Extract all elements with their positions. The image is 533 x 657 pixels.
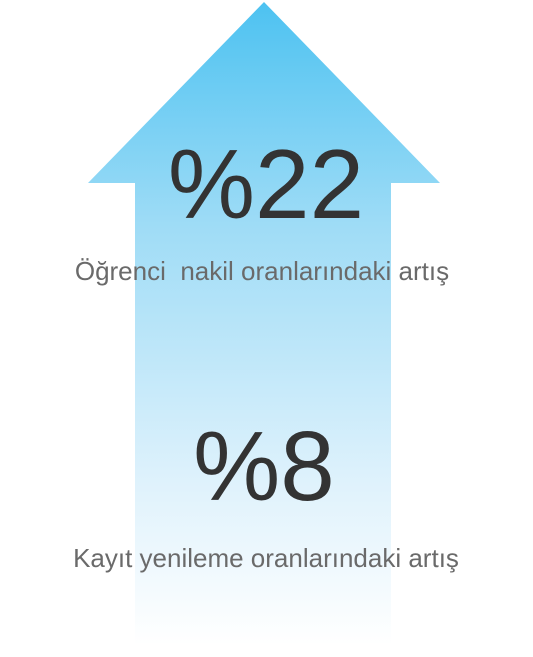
stat-figure: %22 bbox=[168, 129, 364, 239]
stat-caption: Kayıt yenileme oranlarındaki artış bbox=[73, 543, 459, 573]
stat-caption: Öğrenci nakil oranlarındaki artış bbox=[75, 256, 449, 286]
stat-figure: %8 bbox=[193, 411, 335, 521]
arrow bbox=[88, 2, 440, 645]
